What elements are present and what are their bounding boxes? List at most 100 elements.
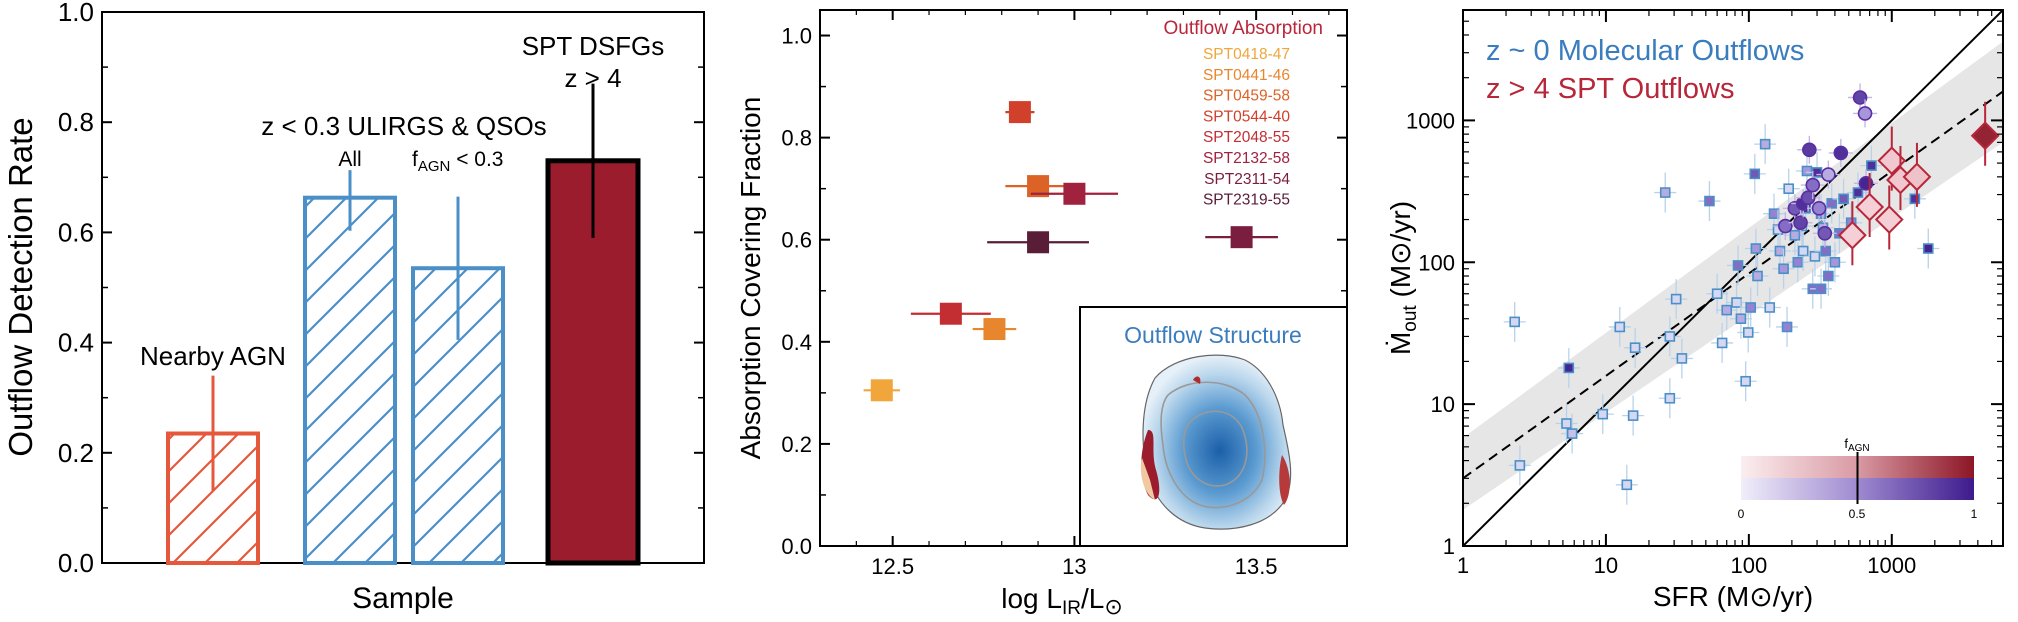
point-low-z-square [1745, 302, 1756, 313]
point-low-z-square [1509, 316, 1521, 328]
point-spt-diamond [1874, 205, 1904, 234]
point-low-z-circle [1778, 218, 1793, 234]
annot-ulirgs: z < 0.3 ULIRGS & QSOs [261, 111, 546, 141]
point-low-z-circle [1817, 226, 1833, 241]
line-fit [1463, 90, 2003, 480]
point-low-z-circle [1793, 215, 1808, 231]
point-low-z-square [1740, 375, 1751, 387]
point-SPT0418-47 [870, 379, 893, 402]
point-SPT2132-58 [1063, 182, 1086, 205]
point-spt-diamond [1902, 162, 1932, 192]
point-low-z-square [1759, 138, 1771, 150]
inset-image [1140, 354, 1292, 530]
y-tick-label: 10 [1431, 392, 1455, 417]
colorbar-tick-1: 1 [1971, 507, 1978, 521]
scatter-band-poly [1463, 41, 2003, 510]
legend-entry: SPT2311-54 [1204, 171, 1290, 188]
point-low-z-square [1721, 304, 1733, 316]
point-low-z-square [1749, 168, 1761, 180]
y-tick-label: 1.0 [781, 24, 812, 49]
point-low-z-square [1815, 283, 1827, 295]
colorbar-label: fAGN [1844, 436, 1869, 454]
point-low-z-square [1664, 392, 1676, 404]
point-low-z-square [1768, 208, 1780, 219]
point-low-z-square [1704, 195, 1715, 207]
point-spt-diamond [1855, 192, 1885, 222]
point-SPT0544-40 [1008, 101, 1031, 124]
point-low-z-circle [1821, 167, 1836, 182]
point-low-z-square [1823, 270, 1834, 282]
point-low-z-circle [1852, 90, 1868, 105]
point-low-z-square [1752, 270, 1763, 282]
point-low-z-circle [1811, 201, 1827, 216]
legend-entry: SPT0441-46 [1203, 67, 1290, 84]
point-SPT2319-55 [1027, 231, 1050, 254]
legend-title: Outflow Absorption [1164, 18, 1323, 39]
panel3-y-label: Ṁout (M⊙/yr) [1385, 201, 1421, 355]
point-low-z-square [1731, 297, 1742, 308]
colorbar-tick-0: 0 [1738, 507, 1745, 521]
y-tick-label: 0.4 [58, 328, 94, 358]
inset-title: Outflow Structure [1124, 322, 1302, 348]
panel2-legend: Outflow Absorption SPT0418-47 SPT0441-46 SP… [1164, 18, 1323, 209]
point-low-z-square [1614, 321, 1626, 333]
y-tick-label: 1 [1443, 534, 1455, 559]
panel1-bars [166, 83, 641, 566]
point-low-z-square [1811, 167, 1823, 178]
annot-spt-line2: z > 4 [564, 63, 621, 93]
point-SPT2048-55 [939, 302, 962, 325]
panel1-y-ticks: 0.0 0.2 0.4 0.6 0.8 1.0 [58, 0, 704, 578]
point-low-z-square [1627, 410, 1639, 421]
y-tick-label: 1.0 [58, 0, 94, 27]
panel2-ticks: 0.0 0.2 0.4 0.6 0.8 1.0 12.5 13 13.5 [781, 10, 1347, 579]
y-tick-label: 0.0 [58, 548, 94, 578]
y-tick-label: 0.4 [781, 330, 812, 355]
point-low-z-square [1801, 165, 1813, 177]
point-low-z-square [1809, 251, 1821, 262]
point-low-z-square [1563, 362, 1575, 374]
annot-nearby-agn: Nearby AGN [140, 341, 286, 371]
panel1-y-label: Outflow Detection Rate [2, 117, 39, 456]
x-tick-label: 1000 [1867, 553, 1916, 578]
point-SPT0459-58 [1027, 175, 1050, 198]
point-low-z-circle [1857, 106, 1873, 121]
x-tick-label: 1 [1457, 553, 1469, 578]
annot-all: All [338, 148, 361, 171]
point-low-z-square [1764, 302, 1776, 313]
fagn-colorbar: fAGN 0 0.5 1 [1738, 436, 1978, 521]
legend-entry: SPT2132-58 [1203, 150, 1290, 167]
point-low-z-square [1597, 408, 1609, 420]
point-low-z-square [1781, 321, 1793, 333]
point-low-z-square [1629, 342, 1641, 353]
legend-entry: SPT0459-58 [1203, 88, 1290, 105]
point-low-z-square [1664, 331, 1676, 342]
point-SPT2311-54 [1230, 226, 1253, 249]
point-low-z-square [1514, 460, 1526, 471]
colorbar-tick-05: 0.5 [1849, 507, 1866, 521]
panel1-x-label: Sample [352, 582, 454, 615]
line-one-to-one [1463, 10, 2003, 546]
point-low-z-square [1797, 245, 1809, 257]
reference-lines [1463, 10, 2003, 546]
x-tick-label: 100 [1730, 553, 1767, 578]
point-low-z-square [1670, 293, 1682, 305]
point-low-z-square [1659, 187, 1671, 198]
point-low-z-square [1774, 245, 1786, 257]
point-low-z-square [1742, 327, 1754, 338]
y-tick-label: 0.6 [781, 228, 812, 253]
legend-entry: SPT2319-55 [1203, 192, 1290, 209]
x-tick-label: 13.5 [1235, 554, 1278, 579]
point-low-z-square [1561, 418, 1572, 429]
point-low-z-square [1829, 256, 1841, 268]
x-tick-label: 12.5 [871, 554, 914, 579]
x-tick-label: 10 [1594, 553, 1618, 578]
point-spt-diamond [1837, 220, 1867, 250]
legend-spt: z > 4 SPT Outflows [1486, 73, 1734, 105]
point-low-z-square [1732, 260, 1744, 271]
inset-outflow-structure: Outflow Structure [1079, 306, 1348, 547]
point-low-z-square [1820, 245, 1832, 257]
legend-entry: SPT2048-55 [1203, 129, 1290, 146]
annot-fagn: fAGN < 0.3 [412, 148, 504, 175]
